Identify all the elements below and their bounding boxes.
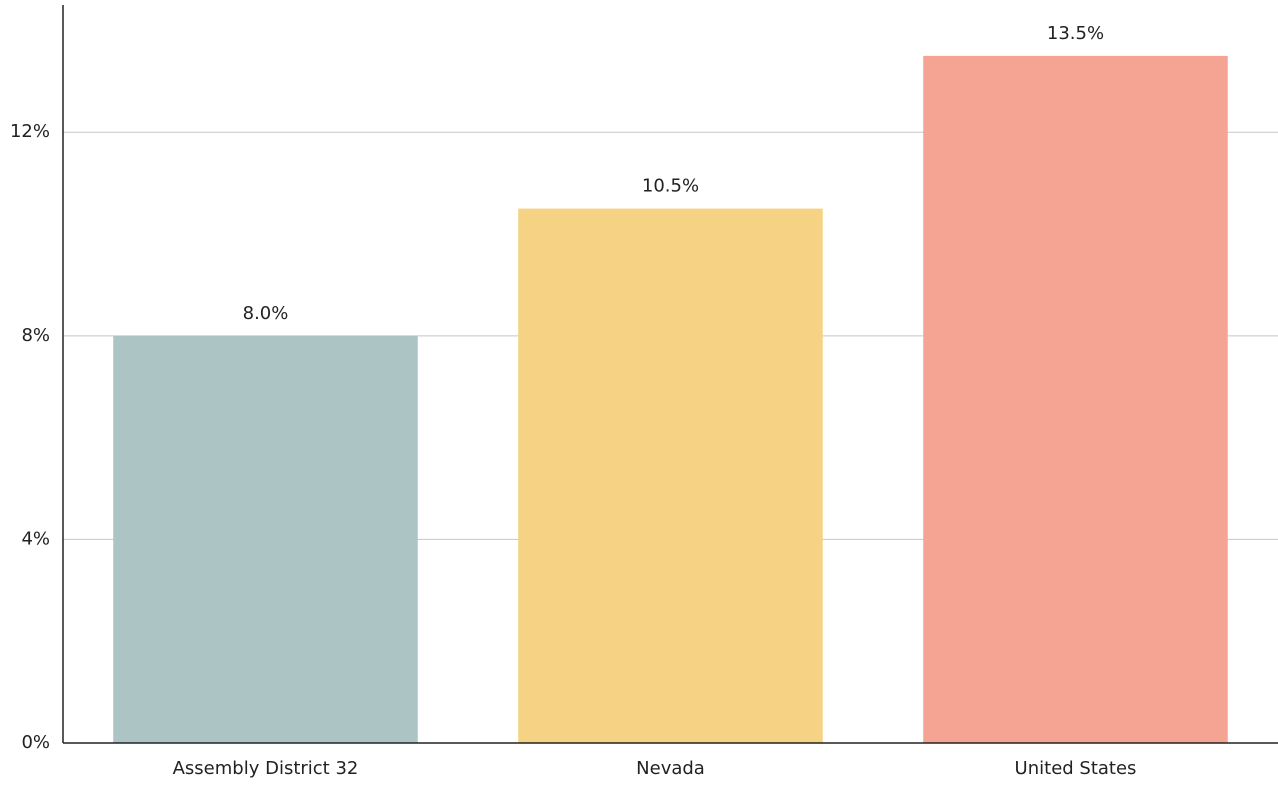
x-tick-label: United States xyxy=(1015,758,1137,779)
data-label: 10.5% xyxy=(642,176,699,197)
data-label: 8.0% xyxy=(243,303,289,324)
data-label: 13.5% xyxy=(1047,23,1104,44)
bar xyxy=(113,335,418,743)
y-tick-label: 8% xyxy=(21,325,50,346)
bar xyxy=(518,208,823,744)
y-tick-label: 12% xyxy=(10,121,50,142)
x-tick-label: Nevada xyxy=(636,758,705,779)
y-tick-label: 0% xyxy=(21,732,50,753)
bar xyxy=(923,55,1228,744)
y-tick-label: 4% xyxy=(21,528,50,549)
x-tick-label: Assembly District 32 xyxy=(173,758,359,779)
